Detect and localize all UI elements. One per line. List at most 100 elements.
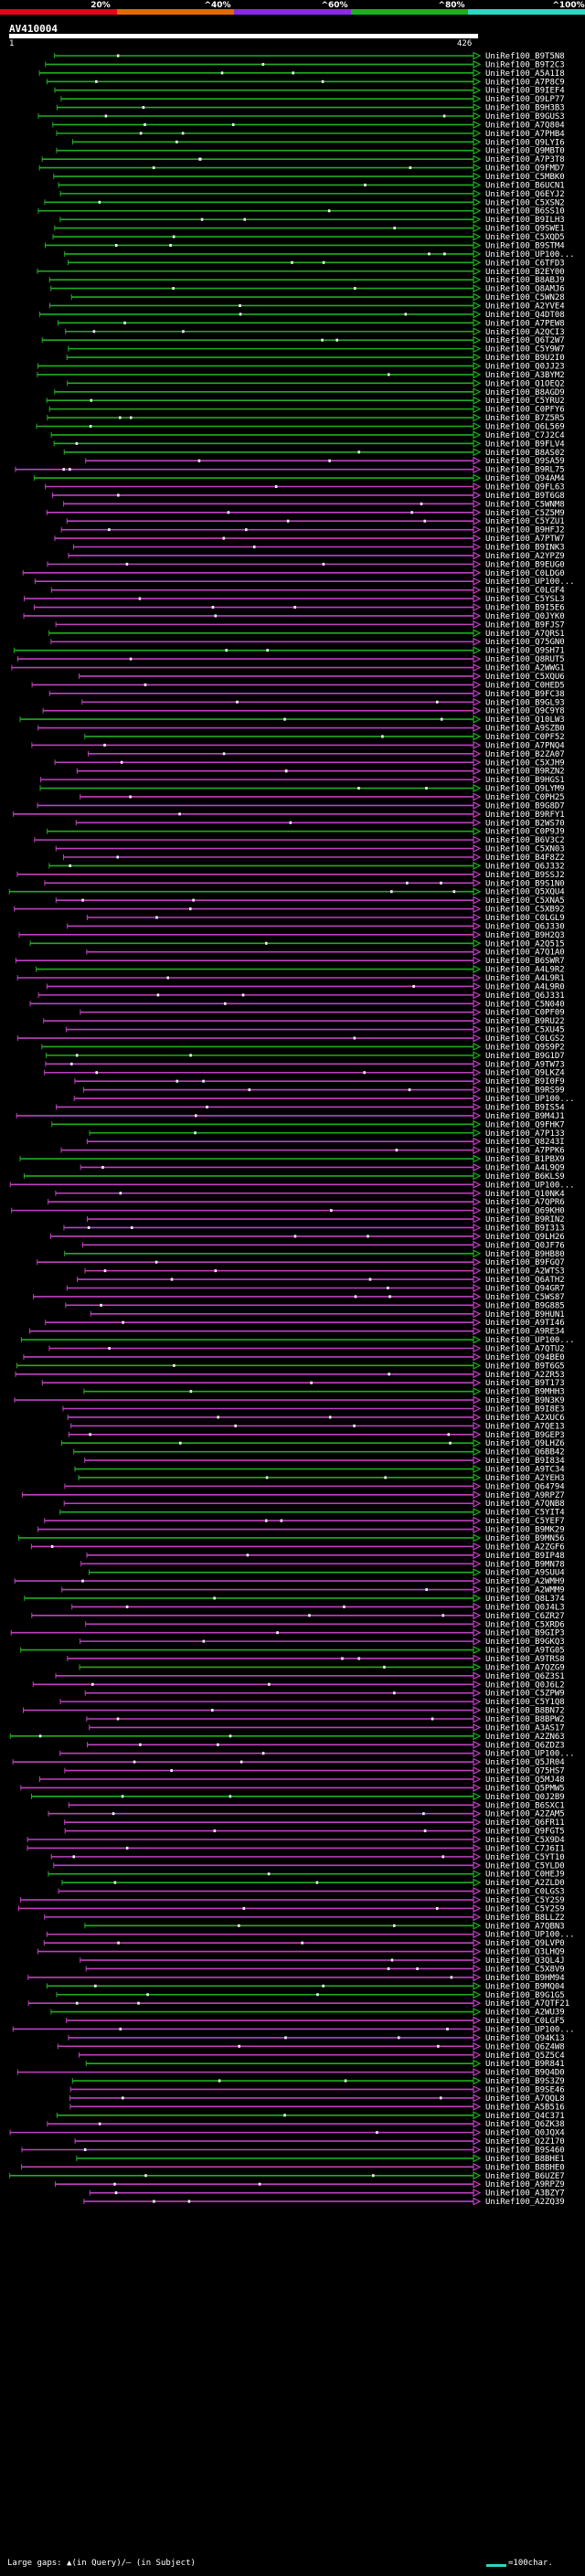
hit-id-link[interactable]: UniRef100_C0PF52 bbox=[485, 733, 565, 742]
hit-row[interactable]: UniRef100_B9T173 bbox=[41, 1378, 565, 1388]
hit-id-link[interactable]: UniRef100_A7P3T8 bbox=[485, 155, 565, 164]
hit-row[interactable]: UniRef100_C5XU45 bbox=[65, 1025, 565, 1035]
hit-row[interactable]: UniRef100_A9TC34 bbox=[74, 1465, 565, 1475]
hit-id-link[interactable]: UniRef100_B9RIN2 bbox=[485, 1215, 565, 1224]
hit-id-link[interactable]: UniRef100_B9IP48 bbox=[485, 1552, 565, 1561]
hit-id-link[interactable]: UniRef100_B9M4J1 bbox=[485, 1112, 565, 1121]
hit-id-link[interactable]: UniRef100_A4L9R0 bbox=[485, 982, 565, 991]
hit-id-link[interactable]: UniRef100_B9G1G5 bbox=[485, 1991, 565, 2000]
hit-id-link[interactable]: UniRef100_B8BHE1 bbox=[485, 2155, 565, 2164]
hit-id-link[interactable]: UniRef100_B9HB80 bbox=[485, 1250, 565, 1259]
hit-row[interactable]: UniRef100_C5X9D4 bbox=[27, 1835, 565, 1845]
hit-id-link[interactable]: UniRef100_A2WMH9 bbox=[485, 1577, 565, 1586]
hit-row[interactable]: UniRef100_C5XJH9 bbox=[54, 758, 565, 768]
hit-row[interactable]: UniRef100_A2ZLD0 bbox=[61, 1878, 565, 1888]
hit-id-link[interactable]: UniRef100_A2ZN63 bbox=[485, 1733, 565, 1742]
hit-id-link[interactable]: UniRef100_A7QTU2 bbox=[485, 1345, 565, 1354]
hit-row[interactable]: UniRef100_C5YIT4 bbox=[59, 1508, 565, 1518]
hit-id-link[interactable]: UniRef100_Q94GR7 bbox=[485, 1284, 565, 1293]
hit-row[interactable]: UniRef100_A2ZAM5 bbox=[48, 1809, 565, 1819]
hit-row[interactable]: UniRef100_Q8RUT5 bbox=[16, 654, 565, 664]
hit-id-link[interactable]: UniRef100_UP100... bbox=[485, 1750, 575, 1759]
hit-id-link[interactable]: UniRef100_A9TW73 bbox=[485, 1060, 565, 1069]
hit-id-link[interactable]: UniRef100_A2WTS3 bbox=[485, 1267, 565, 1277]
hit-row[interactable]: UniRef100_A9TW73 bbox=[45, 1059, 565, 1069]
hit-id-link[interactable]: UniRef100_A2QCI3 bbox=[485, 328, 565, 337]
hit-id-link[interactable]: UniRef100_Q6Z4W8 bbox=[485, 2042, 565, 2051]
hit-row[interactable]: UniRef100_Q9LKZ4 bbox=[44, 1068, 565, 1078]
hit-row[interactable]: UniRef100_B9MN56 bbox=[18, 1533, 565, 1543]
hit-id-link[interactable]: UniRef100_B9FC38 bbox=[485, 690, 565, 699]
hit-row[interactable]: UniRef100_A2WU39 bbox=[50, 2008, 565, 2018]
hit-row[interactable]: UniRef100_C7J6I1 bbox=[27, 1843, 565, 1853]
hit-id-link[interactable]: UniRef100_A4L9R2 bbox=[485, 966, 565, 975]
hit-id-link[interactable]: UniRef100_Q9LKZ4 bbox=[485, 1069, 565, 1078]
hit-id-link[interactable]: UniRef100_Q0JQX4 bbox=[485, 2129, 565, 2138]
hit-id-link[interactable]: UniRef100_Q6Z3S1 bbox=[485, 1672, 565, 1681]
hit-id-link[interactable]: UniRef100_C0PFY6 bbox=[485, 406, 565, 415]
hit-id-link[interactable]: UniRef100_A7PNQ4 bbox=[485, 741, 565, 750]
hit-row[interactable]: UniRef100_B6UZE7 bbox=[9, 2171, 565, 2181]
hit-row[interactable]: UniRef100_B9FGQ7 bbox=[37, 1257, 565, 1267]
hit-id-link[interactable]: UniRef100_Q5MJ48 bbox=[485, 1776, 565, 1785]
hit-id-link[interactable]: UniRef100_C5YRU2 bbox=[485, 397, 565, 406]
hit-id-link[interactable]: UniRef100_B9G8D7 bbox=[485, 801, 565, 811]
hit-id-link[interactable]: UniRef100_B4F8Z2 bbox=[485, 853, 565, 863]
hit-row[interactable]: UniRef100_A9SUU4 bbox=[89, 1568, 565, 1578]
hit-row[interactable]: UniRef100_B6SS10 bbox=[37, 207, 565, 217]
hit-row[interactable]: UniRef100_B8BPW2 bbox=[86, 1714, 565, 1724]
hit-row[interactable]: UniRef100_C0P9J9 bbox=[47, 827, 565, 837]
hit-id-link[interactable]: UniRef100_C5MBK0 bbox=[485, 173, 565, 182]
hit-row[interactable]: UniRef100_B4F8Z2 bbox=[62, 853, 565, 863]
hit-id-link[interactable]: UniRef100_Q8L374 bbox=[485, 1595, 565, 1604]
hit-row[interactable]: UniRef100_B9IS54 bbox=[56, 1102, 565, 1112]
hit-row[interactable]: UniRef100_A7QZG9 bbox=[79, 1662, 565, 1672]
hit-id-link[interactable]: UniRef100_A7PEW8 bbox=[485, 319, 565, 328]
hit-id-link[interactable]: UniRef100_A9TRS8 bbox=[485, 1655, 565, 1664]
hit-row[interactable]: UniRef100_A4L9R1 bbox=[16, 973, 565, 983]
hit-id-link[interactable]: UniRef100_Q6L569 bbox=[485, 422, 565, 431]
hit-id-link[interactable]: UniRef100_Q9LH26 bbox=[485, 1233, 565, 1242]
hit-row[interactable]: UniRef100_C0LDG0 bbox=[22, 568, 565, 578]
hit-row[interactable]: UniRef100_C5XQU6 bbox=[79, 672, 565, 682]
hit-row[interactable]: UniRef100_A2ZGF6 bbox=[30, 1542, 565, 1552]
hit-row[interactable]: UniRef100_B1PBX9 bbox=[19, 1154, 565, 1164]
hit-row[interactable]: UniRef100_Q6ATH2 bbox=[77, 1275, 565, 1285]
hit-row[interactable]: UniRef100_Q5XQU4 bbox=[8, 887, 565, 897]
hit-id-link[interactable]: UniRef100_Q10NK4 bbox=[485, 1190, 565, 1199]
hit-row[interactable]: UniRef100_A7Q804 bbox=[52, 120, 565, 130]
hit-row[interactable]: UniRef100_B6UCN1 bbox=[58, 180, 565, 190]
hit-id-link[interactable]: UniRef100_B9RZN2 bbox=[485, 768, 565, 777]
hit-id-link[interactable]: UniRef100_B9GL93 bbox=[485, 698, 565, 707]
hit-row[interactable]: UniRef100_B9U2I0 bbox=[66, 353, 565, 363]
hit-row[interactable]: UniRef100_B9Q4D0 bbox=[16, 2068, 565, 2078]
hit-row[interactable]: UniRef100_B9SSJ2 bbox=[16, 870, 565, 880]
hit-id-link[interactable]: UniRef100_A3AS17 bbox=[485, 1723, 565, 1733]
hit-row[interactable]: UniRef100_B9G1D7 bbox=[46, 1051, 565, 1061]
hit-row[interactable]: UniRef100_Q5JR04 bbox=[12, 1757, 565, 1767]
hit-id-link[interactable]: UniRef100_UP100... bbox=[485, 578, 575, 587]
hit-id-link[interactable]: UniRef100_C0LGS3 bbox=[485, 1888, 565, 1897]
hit-id-link[interactable]: UniRef100_B9FJS7 bbox=[485, 620, 565, 630]
hit-id-link[interactable]: UniRef100_Q9S9P2 bbox=[485, 1043, 565, 1052]
hit-id-link[interactable]: UniRef100_A3BYM2 bbox=[485, 371, 565, 380]
hit-id-link[interactable]: UniRef100_C7J6I1 bbox=[485, 1844, 565, 1853]
hit-row[interactable]: UniRef100_B2WS70 bbox=[75, 818, 565, 828]
hit-id-link[interactable]: UniRef100_C5WS87 bbox=[485, 1293, 565, 1302]
hit-row[interactable]: UniRef100_B9T2C3 bbox=[45, 59, 565, 69]
hit-id-link[interactable]: UniRef100_B8BPW2 bbox=[485, 1715, 565, 1724]
hit-id-link[interactable]: UniRef100_B8BN72 bbox=[485, 1707, 565, 1716]
hit-id-link[interactable]: UniRef100_A9RE34 bbox=[485, 1328, 565, 1337]
hit-id-link[interactable]: UniRef100_Q4DT08 bbox=[485, 311, 565, 320]
hit-row[interactable]: UniRef100_Q0JQX4 bbox=[9, 2128, 565, 2138]
hit-id-link[interactable]: UniRef100_Q6ZK38 bbox=[485, 2120, 565, 2129]
hit-id-link[interactable]: UniRef100_B9HFJ2 bbox=[485, 526, 565, 535]
hit-id-link[interactable]: UniRef100_Q9LYM9 bbox=[485, 785, 565, 794]
hit-row[interactable]: UniRef100_B9R841 bbox=[85, 2059, 565, 2069]
hit-id-link[interactable]: UniRef100_A2YVE4 bbox=[485, 302, 565, 311]
hit-id-link[interactable]: UniRef100_Q9FMD7 bbox=[485, 164, 565, 174]
hit-row[interactable]: UniRef100_UP100... bbox=[73, 1094, 575, 1104]
hit-row[interactable]: UniRef100_Q6J331 bbox=[37, 991, 565, 1001]
hit-row[interactable]: UniRef100_B9T6G8 bbox=[52, 491, 565, 501]
hit-row[interactable]: UniRef100_C0PFY6 bbox=[48, 405, 565, 415]
